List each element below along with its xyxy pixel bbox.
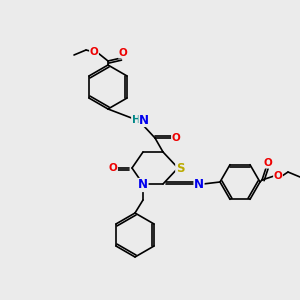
Text: O: O [172,133,180,143]
Text: O: O [118,48,127,58]
Text: N: N [138,178,148,191]
Text: N: N [139,113,149,127]
Text: O: O [264,158,272,168]
Text: O: O [109,163,117,173]
Text: S: S [176,161,184,175]
Text: O: O [90,47,98,57]
Text: H: H [132,115,140,125]
Text: N: N [194,178,204,190]
Text: O: O [274,171,282,181]
